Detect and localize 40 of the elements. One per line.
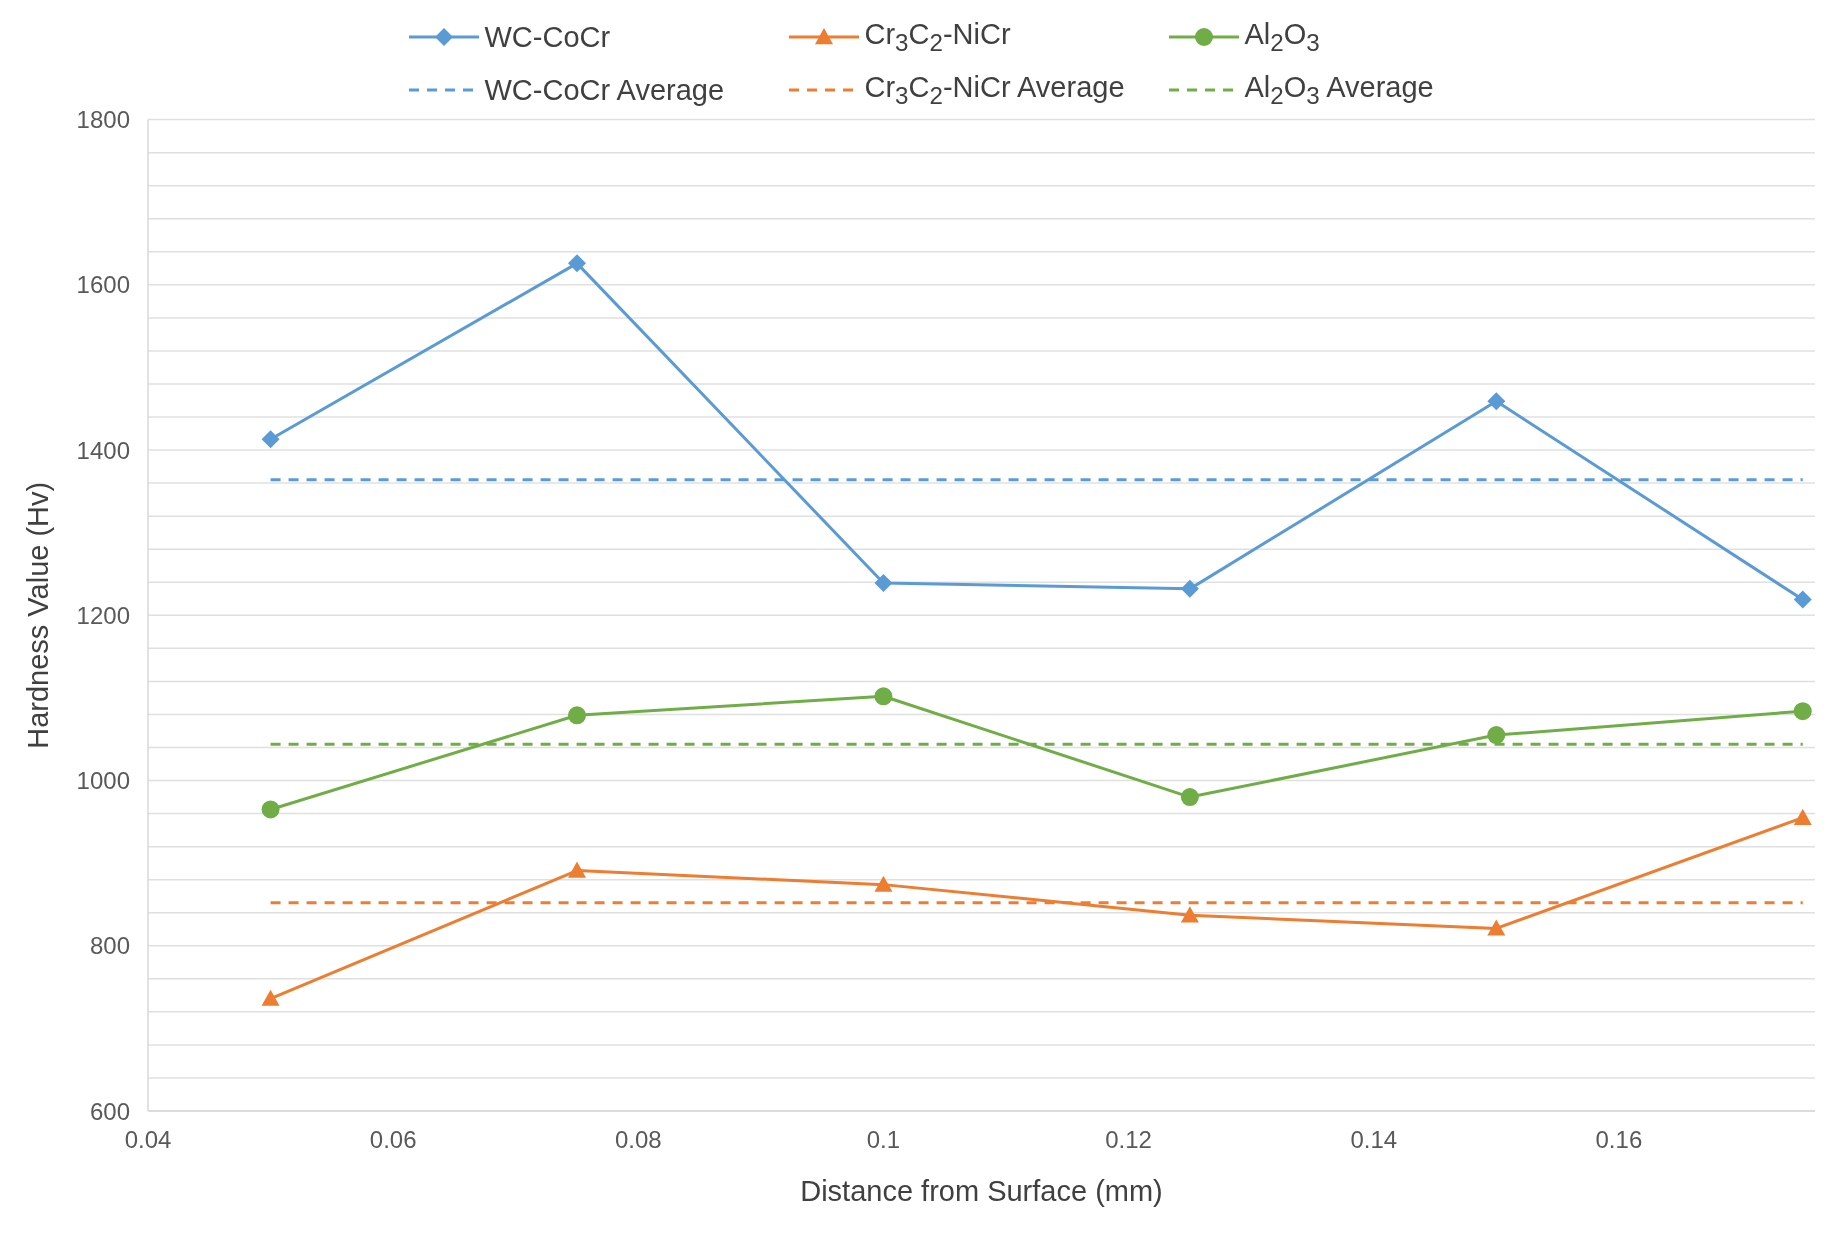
legend-label: Al$_{2}$O$_{3}$ xyxy=(1244,18,1320,57)
x-tick-label: 0.08 xyxy=(614,1126,662,1154)
x-axis-title: Distance from Surface (mm) xyxy=(800,1175,1163,1207)
y-tick-label: 1400 xyxy=(76,436,130,464)
y-tick-label: 1200 xyxy=(76,601,130,629)
y-tick-label: 1000 xyxy=(76,767,130,795)
point xyxy=(568,254,587,273)
y-axis-title: Hardness Value (Hv) xyxy=(22,481,55,749)
point xyxy=(261,800,280,819)
point xyxy=(874,875,893,892)
y-tick-label: 600 xyxy=(89,1097,130,1125)
point xyxy=(1793,590,1812,609)
y-tick-label: 1600 xyxy=(76,271,130,299)
legend-label: Cr$_{3}$C$_{2}$-NiCr xyxy=(864,18,1011,57)
legend-label: Cr$_{3}$C$_{2}$-NiCr Average xyxy=(864,70,1125,110)
point xyxy=(1180,788,1199,807)
y-tick-label: 1800 xyxy=(76,106,130,134)
x-tick-label: 0.14 xyxy=(1350,1126,1398,1154)
point xyxy=(261,430,280,449)
x-tick-label: 0.06 xyxy=(369,1126,417,1154)
point xyxy=(568,706,587,725)
point xyxy=(1793,808,1812,825)
point xyxy=(874,574,893,593)
x-tick-label: 0.1 xyxy=(866,1126,901,1154)
legend-label: WC-CoCr xyxy=(484,20,611,54)
point xyxy=(1487,726,1506,745)
x-tick-label: 0.16 xyxy=(1595,1126,1643,1154)
y-tick-label: 800 xyxy=(89,932,130,960)
point xyxy=(874,687,893,706)
legend-label: WC-CoCr Average xyxy=(484,73,725,107)
point xyxy=(1487,392,1506,411)
point xyxy=(261,989,280,1006)
point xyxy=(1793,702,1812,721)
point xyxy=(1180,579,1199,598)
x-tick-label: 0.04 xyxy=(124,1126,172,1154)
point xyxy=(568,861,587,878)
legend-label: Al$_{2}$O$_{3}$ Average xyxy=(1244,70,1434,110)
point xyxy=(1180,906,1199,923)
x-tick-label: 0.12 xyxy=(1105,1126,1152,1154)
point xyxy=(1487,919,1506,936)
